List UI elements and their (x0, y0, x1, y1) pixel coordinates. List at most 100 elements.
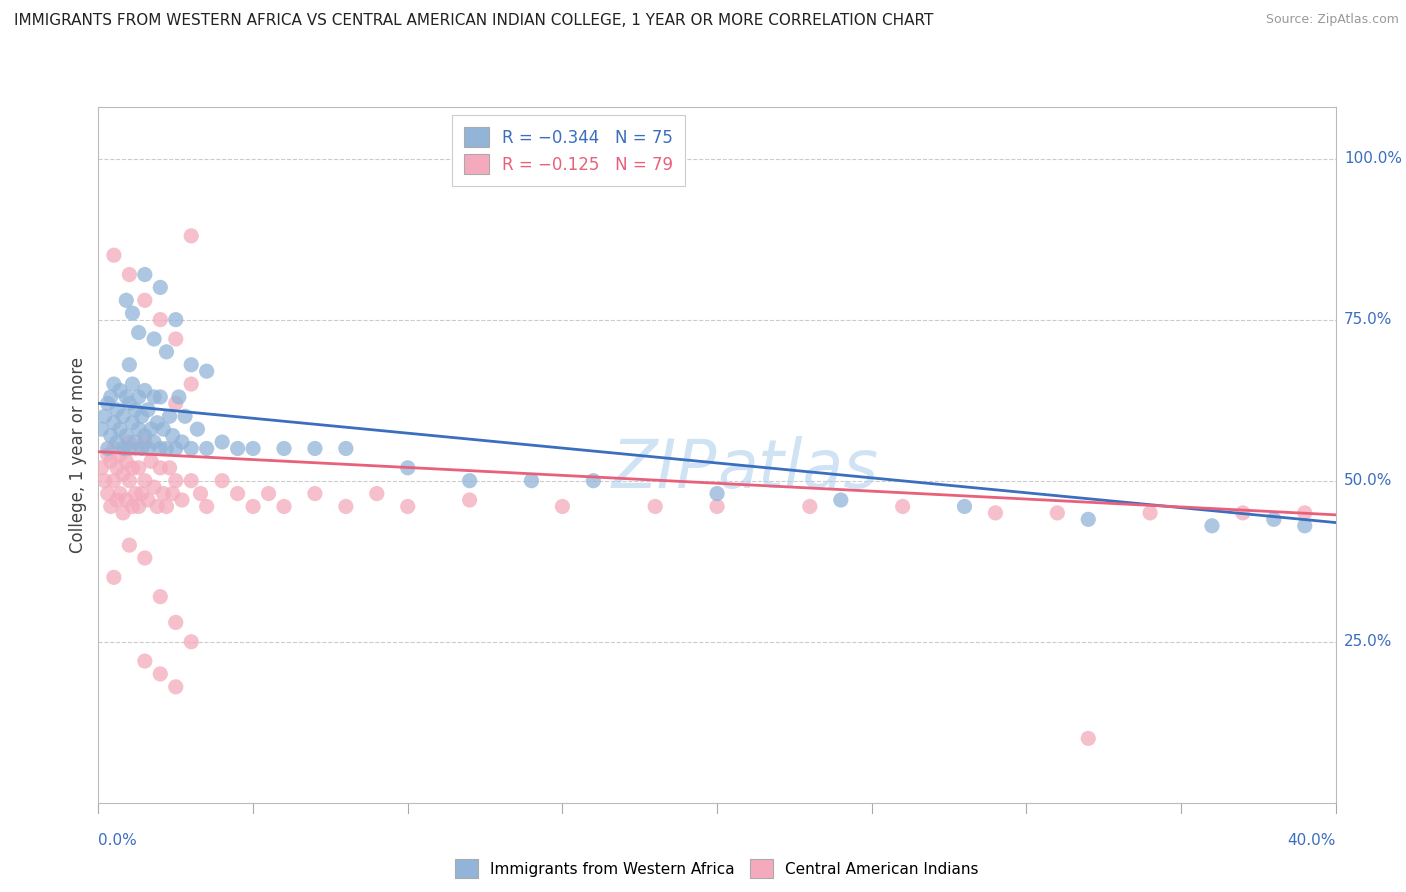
Point (108, 422, 131, 436)
Y-axis label: College, 1 year or more: College, 1 year or more (69, 357, 87, 553)
Point (143, 480, 166, 494)
Point (146, 416, 169, 430)
Point (121, 460, 143, 475)
Point (121, 500, 143, 514)
Point (139, 454, 162, 468)
Point (134, 268, 156, 282)
Point (706, 500, 728, 514)
Point (304, 486, 326, 500)
Point (211, 474, 233, 488)
Point (97, 486, 120, 500)
Point (582, 474, 605, 488)
Text: 50.0%: 50.0% (1344, 473, 1392, 488)
Point (112, 506, 135, 520)
Point (112, 467, 135, 482)
Point (551, 500, 574, 514)
Point (108, 486, 131, 500)
Point (1201, 518, 1223, 533)
Point (170, 493, 193, 508)
Point (159, 460, 181, 475)
Point (149, 280, 172, 294)
Point (108, 384, 131, 398)
Point (136, 442, 159, 456)
Point (90, 422, 112, 436)
Point (180, 442, 202, 456)
Point (149, 312, 172, 326)
Point (118, 268, 141, 282)
Point (458, 474, 481, 488)
Point (128, 460, 150, 475)
Point (195, 500, 218, 514)
Point (100, 500, 122, 514)
Point (134, 293, 156, 308)
Point (953, 500, 976, 514)
Point (186, 422, 208, 436)
Point (124, 442, 146, 456)
Point (1077, 731, 1099, 746)
Point (124, 435, 146, 450)
Point (165, 474, 187, 488)
Point (165, 442, 187, 456)
Point (149, 390, 172, 404)
Point (273, 442, 295, 456)
Point (152, 486, 174, 500)
Point (118, 474, 141, 488)
Point (170, 435, 193, 450)
Point (115, 454, 138, 468)
Point (143, 435, 166, 450)
Point (128, 500, 150, 514)
Point (190, 486, 212, 500)
Point (830, 493, 852, 508)
Point (165, 680, 187, 694)
Legend: Immigrants from Western Africa, Central American Indians: Immigrants from Western Africa, Central … (447, 852, 987, 886)
Point (124, 402, 146, 417)
Point (143, 332, 166, 346)
Point (891, 500, 914, 514)
Point (115, 293, 138, 308)
Point (128, 390, 150, 404)
Point (366, 486, 388, 500)
Text: 25.0%: 25.0% (1344, 634, 1392, 649)
Point (134, 474, 156, 488)
Point (165, 396, 187, 410)
Point (1077, 512, 1099, 526)
Point (93, 409, 115, 424)
Text: atlas: atlas (717, 436, 879, 502)
Point (162, 428, 184, 442)
Point (118, 358, 141, 372)
Text: 75.0%: 75.0% (1344, 312, 1392, 327)
Point (128, 326, 150, 340)
Point (174, 409, 197, 424)
Point (159, 409, 181, 424)
Point (706, 486, 728, 500)
Point (131, 486, 153, 500)
Point (115, 390, 138, 404)
Point (136, 493, 159, 508)
Point (1294, 518, 1316, 533)
Point (105, 493, 128, 508)
Point (90, 460, 112, 475)
Point (1294, 506, 1316, 520)
Point (149, 460, 172, 475)
Point (149, 442, 172, 456)
Point (134, 551, 156, 566)
Point (115, 428, 138, 442)
Point (644, 500, 666, 514)
Point (105, 435, 128, 450)
Point (335, 442, 357, 456)
Text: 100.0%: 100.0% (1344, 151, 1402, 166)
Point (396, 460, 419, 475)
Point (162, 486, 184, 500)
Point (984, 506, 1007, 520)
Point (211, 435, 233, 450)
Point (97, 396, 120, 410)
Point (134, 384, 156, 398)
Point (799, 500, 821, 514)
Point (118, 442, 141, 456)
Text: 0.0%: 0.0% (98, 833, 138, 848)
Point (118, 396, 141, 410)
Point (121, 377, 143, 392)
Point (396, 500, 419, 514)
Point (180, 634, 202, 648)
Point (103, 442, 125, 456)
